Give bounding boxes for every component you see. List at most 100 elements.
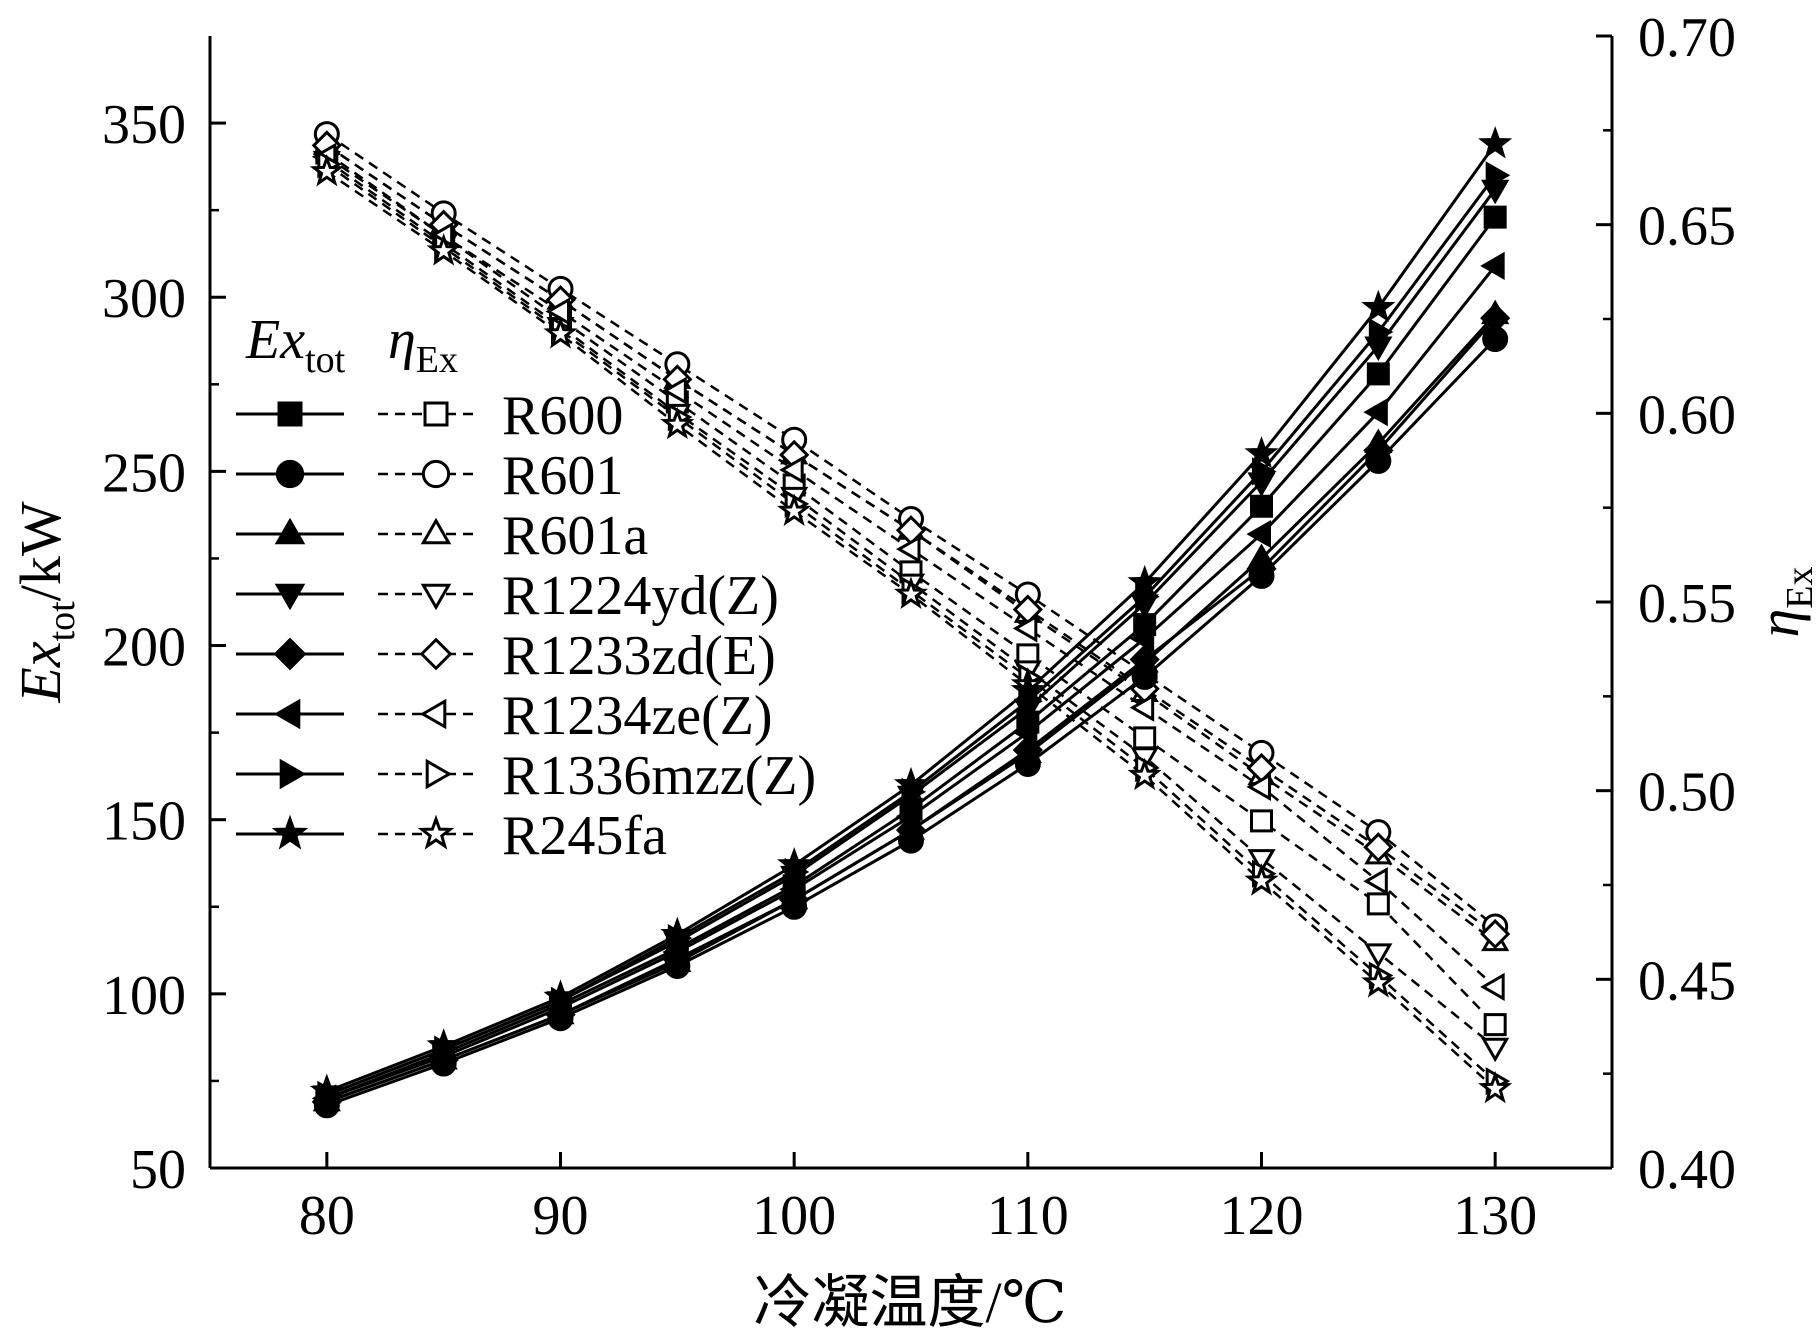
legend-header-ex-sub: tot	[305, 339, 346, 381]
y-left-axis-title-sub: tot	[41, 601, 83, 642]
y-left-tick-label-200: 200	[102, 617, 186, 679]
x-axis-title: 冷凝温度/℃	[754, 1270, 1067, 1335]
ex-point-R1233zd(E)-130	[1480, 303, 1511, 334]
ex-point-R245fa-115	[1127, 564, 1162, 598]
eta-point-R245fa-115	[1127, 757, 1162, 791]
y-right-axis-title-main: η	[1746, 609, 1811, 638]
legend-label: R1224yd(Z)	[502, 565, 779, 627]
eta-point-R600-125	[1366, 892, 1390, 916]
y-right-tick-label-1: 0.45	[1638, 950, 1736, 1012]
legend-filled-marker	[273, 698, 301, 730]
legend-item-R245fa: R245fa	[236, 805, 667, 867]
eta-point-R245fa-80	[309, 153, 344, 187]
x-tick-label-130: 130	[1453, 1185, 1537, 1247]
x-tick-label-110: 110	[987, 1185, 1069, 1247]
legend-item-R600: R600	[236, 385, 623, 447]
y-left-axis-title-main: Ex	[8, 641, 73, 703]
y-right-tick-label-4: 0.60	[1638, 384, 1736, 446]
eta-point-R1233zd(E)-125	[1363, 832, 1394, 863]
legend-filled-marker	[279, 758, 307, 790]
legend-item-R601a: R601a	[236, 505, 648, 567]
ex-point-R1233zd(E)-115	[1129, 644, 1160, 675]
legend-header-eta-sub: Ex	[416, 339, 458, 381]
ex-point-R600-130	[1483, 205, 1507, 229]
legend-label: R1233zd(E)	[502, 625, 776, 687]
legend-filled-marker	[275, 459, 305, 489]
eta-point-R1234ze(Z)-120	[1246, 772, 1271, 801]
legend-item-R1224yd(Z): R1224yd(Z)	[236, 565, 779, 627]
x-tick-label-90: 90	[533, 1185, 589, 1247]
y-left-tick-label-250: 250	[102, 442, 186, 504]
legend-item-R1336mzz(Z): R1336mzz(Z)	[236, 745, 816, 807]
ex-point-R1234ze(Z)-100	[779, 875, 804, 904]
y-right-tick-label-5: 0.65	[1638, 196, 1736, 258]
legend-open-marker	[421, 459, 451, 489]
x-tick-label-120: 120	[1220, 1185, 1304, 1247]
legend-open-marker	[419, 698, 447, 730]
ex-point-R1336mzz(Z)-120	[1252, 457, 1277, 486]
y-left-axis-title: Extot/kW	[8, 501, 83, 703]
eta-point-R1234ze(Z)-90	[545, 297, 570, 326]
y-left-tick-label-50: 50	[130, 1139, 186, 1201]
y-right-axis-title-sub: Ex	[1779, 567, 1820, 609]
ex-point-R600-125	[1366, 362, 1390, 386]
legend-filled-marker	[274, 517, 306, 545]
y-left-tick-label-300: 300	[102, 268, 186, 330]
legend-open-marker	[420, 517, 452, 545]
eta-point-R245fa-105	[893, 576, 929, 610]
ex-point-R1234ze(Z)-105	[895, 802, 921, 831]
ex-point-R1336mzz(Z)-130	[1485, 161, 1511, 190]
legend-header-ex: Extot	[245, 309, 346, 381]
ex-point-R1234ze(Z)-115	[1129, 624, 1155, 653]
eta-point-R1224yd(Z)-120	[1247, 849, 1276, 874]
eta-point-R600-130	[1483, 1013, 1507, 1037]
eta-point-R1233zd(E)-130	[1480, 918, 1511, 950]
eta-point-R245fa-125	[1361, 965, 1396, 998]
x-tick-label-100: 100	[752, 1185, 836, 1247]
y-right-tick-label-6: 0.70	[1638, 7, 1736, 69]
eta-point-R1234ze(Z)-105	[895, 535, 921, 564]
legend-item-R1233zd(E): R1233zd(E)	[236, 625, 776, 687]
ex-point-R245fa-110	[1010, 672, 1045, 706]
eta-point-R245fa-95	[660, 406, 695, 440]
ex-point-R1234ze(Z)-125	[1363, 398, 1388, 427]
legend: Extot ηExR600R601R601aR1224yd(Z)R1233zd(E…	[236, 309, 816, 867]
ex-point-R245fa-85	[426, 1028, 461, 1061]
legend-item-R601: R601	[236, 445, 623, 507]
eta-point-R1234ze(Z)-95	[662, 376, 687, 405]
ex-point-R1234ze(Z)-130	[1480, 251, 1505, 280]
eta-point-R1224yd(Z)-125	[1364, 943, 1393, 968]
legend-filled-marker	[273, 637, 307, 671]
y-left-tick-label-350: 350	[102, 94, 186, 156]
legend-label: R601	[502, 445, 623, 507]
ex-point-R245fa-120	[1244, 436, 1279, 469]
eta-point-R1234ze(Z)-110	[1012, 614, 1038, 643]
ex-point-R245fa-125	[1361, 289, 1396, 323]
legend-filled-marker	[277, 401, 303, 427]
eta-point-R1234ze(Z)-130	[1480, 972, 1505, 1001]
eta-point-R1234ze(Z)-115	[1129, 693, 1155, 722]
ex-point-R1336mzz(Z)-125	[1368, 317, 1394, 347]
eta-point-R1224yd(Z)-130	[1481, 1037, 1510, 1063]
legend-open-marker	[417, 814, 455, 850]
legend-open-marker	[425, 758, 453, 790]
legend-header-eta-main: η	[388, 309, 416, 371]
plot-area	[309, 121, 1513, 1119]
eta-point-R245fa-130	[1478, 1070, 1513, 1104]
eta-point-R245fa-100	[777, 493, 812, 527]
y-right-axis-title: ηEx	[1746, 567, 1820, 638]
ex-point-R1233zd(E)-125	[1363, 435, 1394, 466]
y-left-axis-title-unit: /kW	[8, 501, 73, 601]
eta-point-R1234ze(Z)-125	[1363, 867, 1388, 896]
legend-filled-marker	[271, 814, 309, 850]
ex-point-R245fa-105	[893, 766, 929, 800]
ex-point-R600-120	[1250, 494, 1273, 518]
legend-header-eta: ηEx	[388, 309, 458, 381]
eta-point-R600-120	[1250, 809, 1273, 833]
legend-header-ex-main: Ex	[245, 309, 305, 371]
legend-label: R600	[502, 385, 623, 447]
ex-point-R245fa-80	[309, 1073, 344, 1106]
y-right-tick-label-2: 0.50	[1638, 762, 1736, 824]
